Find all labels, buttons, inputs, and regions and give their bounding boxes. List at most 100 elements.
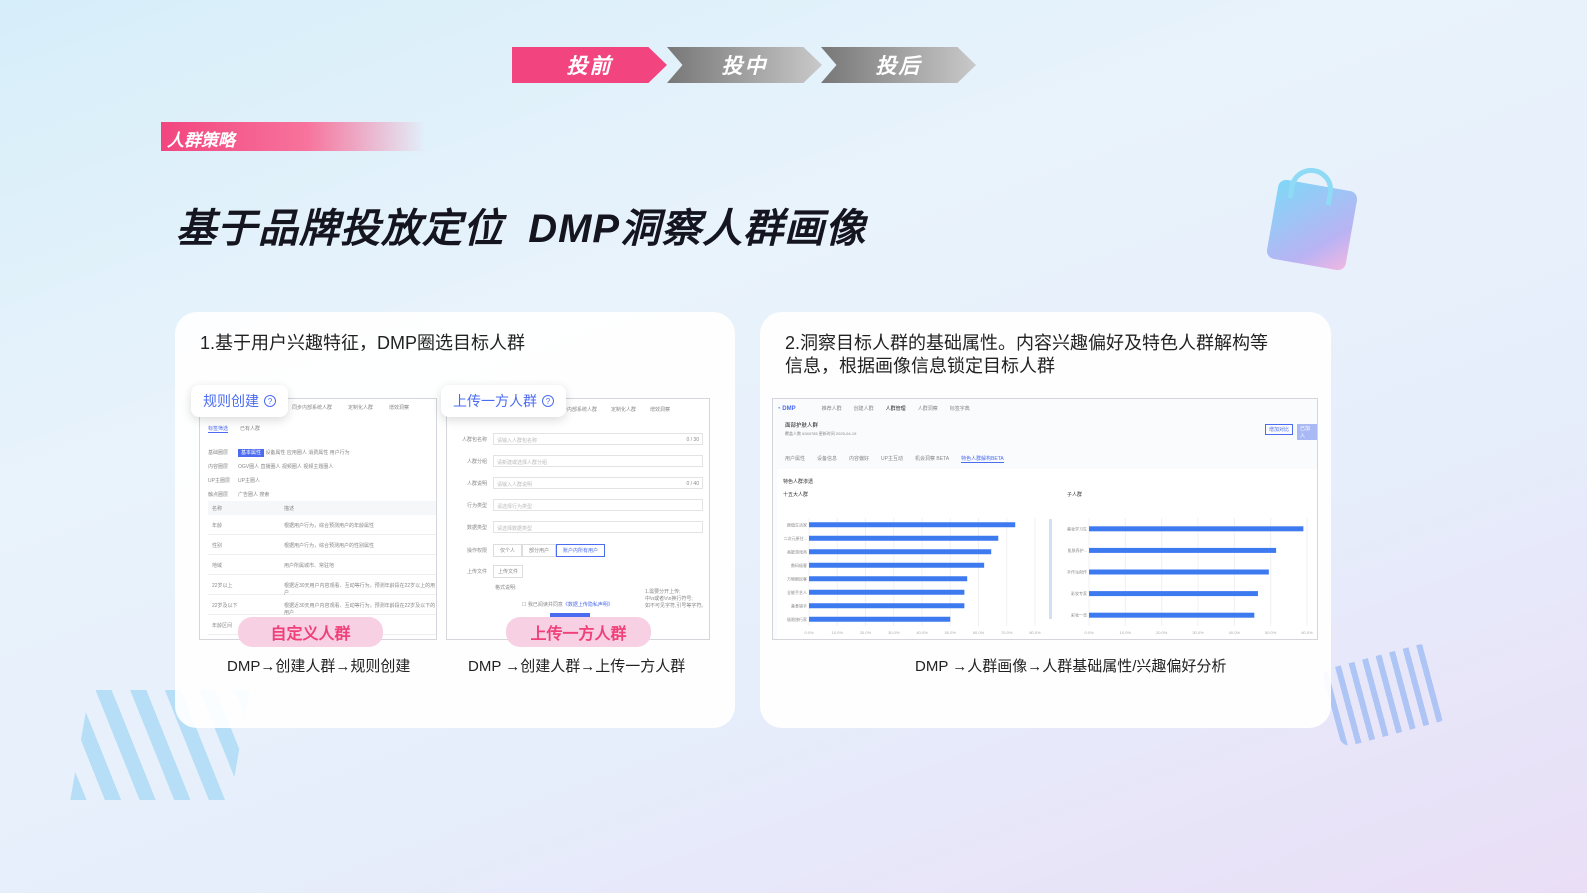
nav-item[interactable]: 人群洞察 — [917, 406, 938, 412]
tab-active[interactable]: 特色人群解构BETA — [961, 456, 1004, 463]
nav-item[interactable]: 推荐人群 — [821, 406, 842, 412]
help-icon[interactable]: ? — [542, 395, 554, 407]
tab: 增效洞察 — [650, 407, 671, 413]
bar[interactable] — [1089, 612, 1255, 618]
shopping-cart-icon — [1321, 642, 1449, 748]
tab: 同步内部系统人群 — [557, 407, 598, 413]
filter-chip[interactable]: OGV圈人 — [238, 464, 260, 470]
privacy-link[interactable]: 《数据上传隐私声明》 — [562, 602, 613, 608]
row-desc: 根据近30天用户内容观看、互动等行为，预测年龄段在22岁以上的用户 — [284, 583, 436, 596]
upload-screenshot: 同步内部系统人群 定制化人群 增效洞察 人群包名称 请输入人群包名称 0 / 30 人… — [446, 398, 710, 640]
tick-label: 30.0% — [1192, 630, 1204, 635]
table-row[interactable]: 22岁以上 根据近30天用户内容观看、互动等行为，预测年龄段在22岁以上的用户 — [208, 575, 436, 596]
tick-label: 20.0% — [860, 630, 872, 635]
filter-chip[interactable]: 搜索 — [259, 492, 270, 498]
upload-badge: 上传一方人群? — [441, 385, 566, 417]
tick-label: 60.0% — [1301, 630, 1313, 635]
category-label: 美食猎手 — [791, 602, 807, 608]
form-field: 行为类型 请选择行为类型 — [457, 497, 703, 513]
dmp-insight-screenshot: ◔ DMP 推荐人群 创建人群 人群管理 人群洞察 标签字典 面部护肤人群 覆盖… — [772, 398, 1318, 640]
field-label: 上传文件 — [466, 569, 487, 575]
filter-label: 内容圈层 — [208, 464, 229, 470]
subtab-tag-filter[interactable]: 标签筛选 — [208, 426, 229, 433]
bar[interactable] — [1089, 547, 1277, 553]
page-title: 基于品牌投放定位 DMP洞察人群画像 — [176, 207, 867, 251]
filter-chip[interactable]: 基本属性 — [238, 449, 265, 457]
scope-option[interactable]: 部分用户 — [522, 544, 557, 557]
nav-item[interactable]: 创建人群 — [853, 406, 874, 412]
right-card-text: 2.洞察目标人群的基础属性。内容兴趣偏好及特色人群解构等信息，根据画像信息锁定目… — [785, 333, 1269, 376]
bar[interactable] — [809, 535, 999, 541]
row-name: 年龄区间 — [212, 623, 233, 629]
tab[interactable]: 内容偏好 — [849, 456, 870, 462]
tab[interactable]: 用户属性 — [785, 456, 806, 462]
tick-label: 50.0% — [945, 630, 957, 635]
tab[interactable]: 机会洞察 BETA — [915, 456, 950, 462]
field-input[interactable]: 请输入人群说明 0 / 40 — [493, 477, 703, 489]
category-label: 极限旅行家 — [787, 616, 807, 622]
filter-chip[interactable]: 视频圈人 — [281, 464, 302, 470]
filter-chip[interactable]: 直播圈人 — [260, 464, 281, 470]
add-compare-button[interactable]: 增加对比 — [1265, 424, 1294, 435]
filter-chip[interactable]: 视频主题圈人 — [303, 464, 334, 470]
category-label: 万物眼民客 — [787, 575, 807, 581]
filter-chip[interactable]: 广告圈人 — [238, 492, 259, 498]
field-input[interactable]: 请选择行为类型 — [493, 499, 703, 511]
category-label: 二次元原住... — [784, 535, 807, 541]
tab: 定制化人群 — [611, 407, 637, 413]
rule-create-screenshot: 同步内部系统人群 定制化人群 增效洞察 标签筛选 已有人群 基础圈层 基本属性 设… — [199, 398, 437, 640]
row-name: 22岁及以下 — [212, 603, 238, 609]
field-input[interactable]: 请选择数据类型 — [493, 521, 703, 533]
step-pre-launch[interactable]: 投前 — [512, 47, 667, 83]
tab[interactable]: 设备信息 — [817, 456, 838, 462]
bar[interactable] — [809, 589, 965, 595]
field-label: 数据类型 — [466, 524, 487, 531]
tick-label: 70.0% — [1001, 630, 1013, 635]
section-title: 特色人群渗透 — [783, 479, 814, 485]
filter-chip[interactable]: 消费属性 — [308, 450, 329, 456]
category-label: 颜值生活家 — [787, 521, 807, 527]
scope-option-selected[interactable]: 账户内所有用户 — [556, 544, 606, 557]
field-input[interactable]: 请输入人群包名称 0 / 30 — [493, 433, 703, 445]
table-row[interactable]: 年龄 根据用户行为，综合预测用户的年龄属性 — [208, 515, 436, 535]
bar[interactable] — [1089, 526, 1304, 532]
tab: 增效洞察 — [389, 405, 410, 411]
nav-item[interactable]: 标签字典 — [949, 406, 970, 412]
bar[interactable] — [1089, 569, 1269, 575]
bar[interactable] — [809, 562, 985, 568]
row-name: 22岁以上 — [212, 583, 233, 589]
tab[interactable]: UP主互动 — [881, 456, 903, 462]
field-input[interactable]: 请新建或选择人群分组 — [493, 455, 703, 467]
filter-chip[interactable]: 设备属性 — [265, 450, 286, 456]
step-post-launch[interactable]: 投后 — [821, 47, 976, 83]
tick-label: 30.0% — [888, 630, 900, 635]
table-row[interactable]: 地域 用户所属城市、常驻地 — [208, 555, 436, 575]
bar[interactable] — [809, 603, 965, 609]
subtab-existing[interactable]: 已有人群 — [240, 426, 261, 432]
added-button[interactable]: 已加入 — [1297, 424, 1317, 440]
bar[interactable] — [1089, 591, 1258, 597]
bar[interactable] — [809, 576, 968, 582]
form-field: 人群包名称 请输入人群包名称 0 / 30 — [457, 431, 703, 447]
scope-option[interactable]: 仅个人 — [493, 544, 523, 557]
filter-chip[interactable]: 用户行为 — [329, 450, 350, 456]
left-card-text: 1.基于用户兴趣特征，DMP圈选目标人群 — [200, 333, 526, 353]
table-row[interactable]: 性别 根据用户行为，综合预测用户的性别属性 — [208, 535, 436, 555]
help-icon[interactable]: ? — [264, 395, 276, 407]
nav-item-active[interactable]: 人群管理 — [885, 406, 906, 412]
category-label: 美妆学习生 — [1067, 525, 1087, 531]
upload-file-button[interactable]: 上传文件 — [493, 565, 524, 578]
chart-scrollbar[interactable] — [1049, 519, 1052, 619]
bar[interactable] — [809, 522, 1016, 528]
agree-checkbox[interactable]: ☐ — [522, 602, 528, 608]
field-label: 人群说明 — [466, 480, 487, 487]
bar[interactable] — [809, 616, 951, 622]
crowd-name[interactable]: 面部护肤人群 — [785, 423, 819, 429]
filter-chip[interactable]: 应用圈人 — [286, 450, 307, 456]
filter-chip[interactable]: UP主圈人 — [238, 478, 260, 484]
note-line: 1.需要分开上传; — [645, 589, 681, 595]
table-row[interactable]: 22岁及以下 根据近30天用户内容观看、互动等行为，预测年龄段在22岁及以下的用户 — [208, 595, 436, 616]
bar[interactable] — [809, 549, 992, 555]
category-label: 肌肤养护... — [1068, 547, 1087, 553]
step-in-launch[interactable]: 投中 — [667, 47, 822, 83]
